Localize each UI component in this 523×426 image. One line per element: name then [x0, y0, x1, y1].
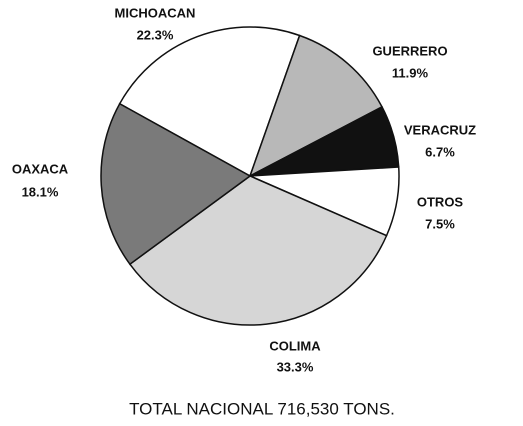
pie-slice: [118, 26, 301, 178]
chart-title: TOTAL NACIONAL 716,530 TONS.: [129, 399, 395, 418]
slice-value-label: 7.5%: [425, 216, 455, 231]
slice-label: OTROS: [417, 194, 464, 209]
slice-label: VERACRUZ: [404, 122, 476, 137]
slice-value-label: 11.9%: [392, 65, 429, 80]
slice-label: OAXACA: [12, 161, 69, 176]
slice-label: COLIMA: [269, 338, 321, 353]
slice-label: MICHOACAN: [115, 5, 196, 20]
slice-value-label: 18.1%: [22, 184, 59, 199]
pie-slice: [248, 34, 384, 178]
slice-value-label: 22.3%: [137, 27, 174, 42]
pie-slice: [100, 102, 252, 266]
slice-value-label: 6.7%: [425, 144, 455, 159]
slice-value-label: 33.3%: [277, 359, 314, 374]
slice-label: GUERRERO: [372, 43, 447, 58]
pie-slice: [128, 175, 388, 326]
